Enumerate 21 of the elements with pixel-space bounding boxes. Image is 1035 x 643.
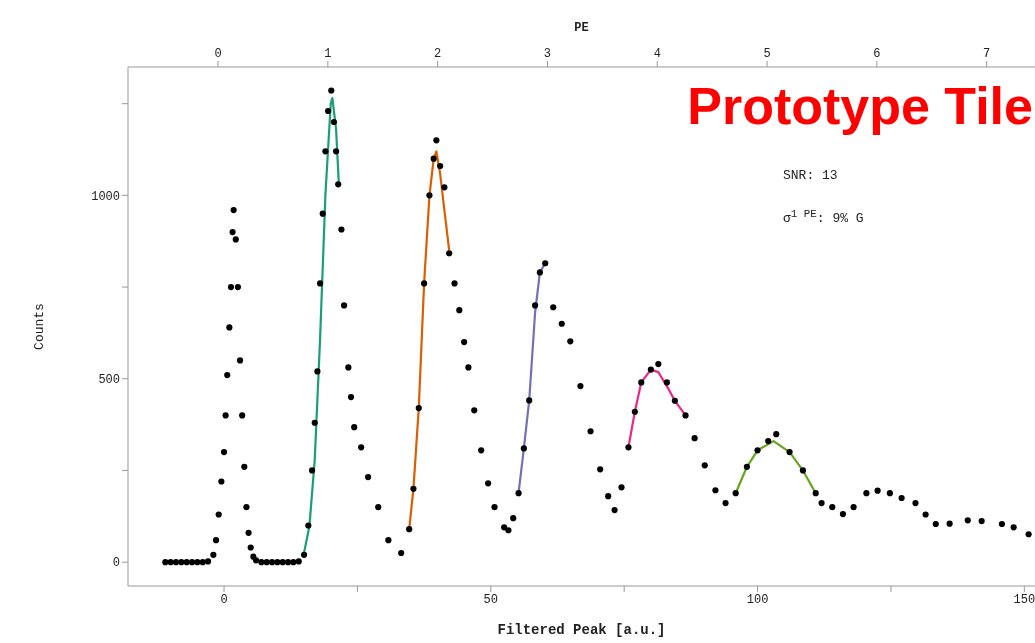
x-tick-label: 100 xyxy=(746,592,769,607)
y-tick-label: 1000 xyxy=(91,189,120,204)
x2-tick-label: 4 xyxy=(653,47,661,61)
x2-tick-label: 5 xyxy=(763,47,771,61)
x2-tick-label: 6 xyxy=(873,47,881,61)
x2-tick-label: 7 xyxy=(983,47,991,61)
x-tick-label: 150 xyxy=(1013,592,1035,607)
x-tick-label: 50 xyxy=(483,592,498,607)
annotation: Prototype Tile xyxy=(687,77,1033,135)
x2-tick-label: 1 xyxy=(324,47,332,61)
x2-tick-label: 0 xyxy=(214,47,222,61)
x-axis-title: Filtered Peak [a.u.] xyxy=(497,622,666,638)
x2-tick-label: 3 xyxy=(543,47,552,61)
y-tick-label: 500 xyxy=(98,373,120,388)
x-tick-label: 0 xyxy=(220,592,228,607)
annotation: σ$^{1 PE}$: 9% G xyxy=(783,208,864,227)
y-axis-title: Counts xyxy=(31,303,47,350)
annotation: SNR: 13 xyxy=(783,168,838,183)
x2-axis-title: PE xyxy=(574,21,589,35)
y-tick-label: 0 xyxy=(112,556,120,571)
x2-tick-label: 2 xyxy=(434,47,442,61)
